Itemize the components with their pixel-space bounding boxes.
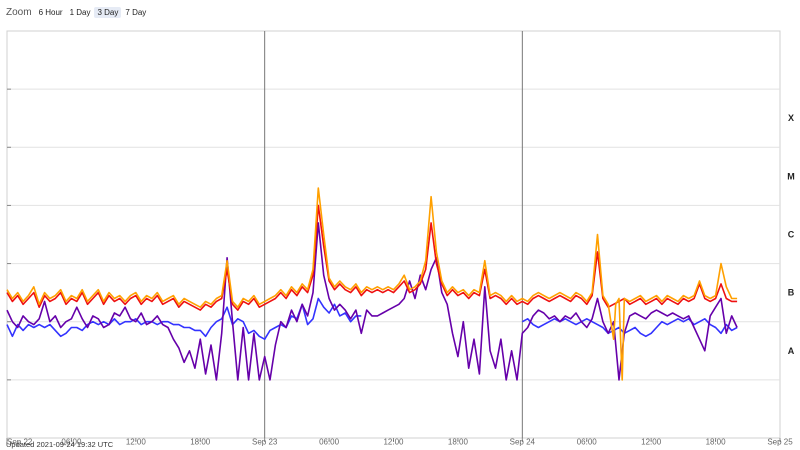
x-tick-label: 06:00 <box>577 438 598 447</box>
x-tick-label: 18:00 <box>190 438 211 447</box>
zoom-3-day-button[interactable]: 3 Day <box>94 6 122 18</box>
flare-class-label: X <box>788 113 794 123</box>
updated-timestamp: Updated 2021-09-24 19:32 UTC <box>6 440 114 449</box>
x-tick-label: 12:00 <box>641 438 662 447</box>
zoom-7-day-button[interactable]: 7 Day <box>125 7 147 17</box>
zoom-label: Zoom <box>6 6 32 18</box>
zoom-toolbar: Zoom 6 Hour 1 Day 3 Day 7 Day <box>6 4 150 20</box>
axis-layer: Sep 22 06:00 12:00 18:00 Sep 23 06:00 12:00 18:… <box>6 88 795 447</box>
x-tick-label: Sep 25 <box>767 438 793 447</box>
x-tick-label: Sep 23 <box>252 438 278 447</box>
series-line-2 <box>6 222 738 381</box>
x-tick-label: 12:00 <box>383 438 404 447</box>
x-tick-label: Sep 22 <box>7 438 33 447</box>
zoom-6-hour-button[interactable]: 6 Hour <box>38 7 63 17</box>
flare-class-label: M <box>787 171 795 181</box>
x-tick-label: 12:00 <box>126 438 147 447</box>
x-tick-label: Sep 24 <box>510 438 536 447</box>
x-tick-label: 06:00 <box>61 438 82 447</box>
zoom-1-day-button[interactable]: 1 Day <box>69 7 91 17</box>
x-tick-label: 18:00 <box>448 438 469 447</box>
series-layer <box>6 187 738 381</box>
flare-class-label: B <box>788 288 795 298</box>
flare-class-label: C <box>788 230 795 240</box>
series-line-4 <box>6 187 738 381</box>
grid-layer <box>6 30 781 439</box>
flare-class-label: A <box>788 346 795 356</box>
x-tick-label: 06:00 <box>319 438 340 447</box>
plot-area <box>6 30 781 439</box>
x-tick-label: 18:00 <box>706 438 727 447</box>
